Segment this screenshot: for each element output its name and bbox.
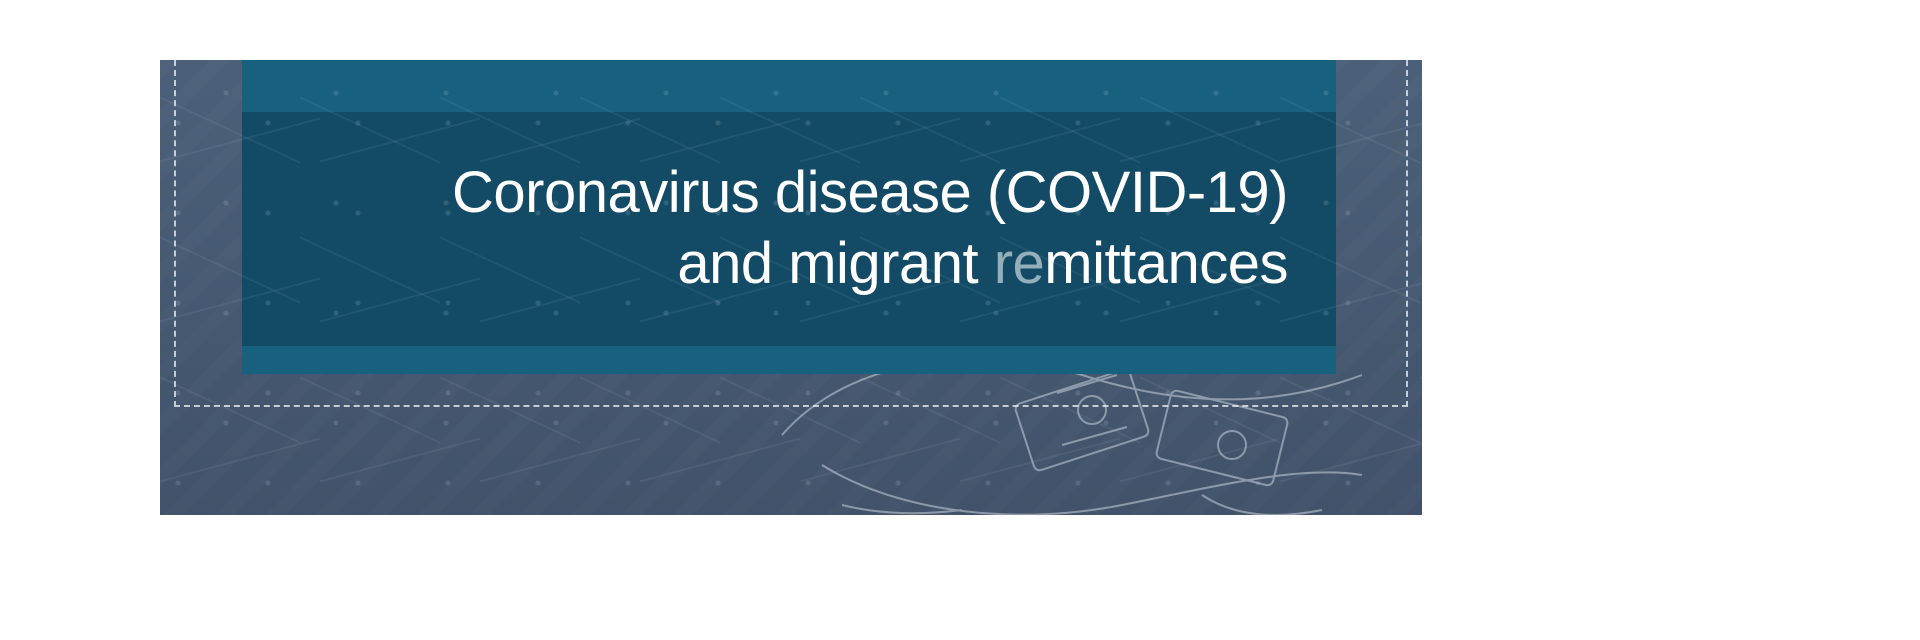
title-line-2-dim: re xyxy=(994,231,1045,296)
stage: Coronavirus disease (COVID-19) and migra… xyxy=(0,0,1920,640)
title-block: Coronavirus disease (COVID-19) and migra… xyxy=(242,60,1336,374)
title-line-2: and migrant remittances xyxy=(677,229,1288,300)
title-inner-band: Coronavirus disease (COVID-19) and migra… xyxy=(242,112,1336,346)
title-line-1: Coronavirus disease (COVID-19) xyxy=(452,158,1288,229)
title-line-2-prefix: and migrant xyxy=(677,231,993,296)
hero-banner: Coronavirus disease (COVID-19) and migra… xyxy=(160,60,1422,515)
title-line-2-suffix: mittances xyxy=(1044,231,1288,296)
